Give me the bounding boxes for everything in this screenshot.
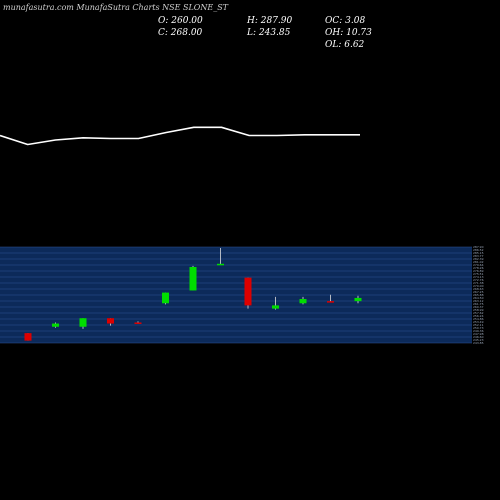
y-tick-label: 272.76: [473, 278, 484, 282]
stat-oh: OH: 10.73: [325, 28, 372, 38]
y-tick-label: 253.49: [473, 320, 484, 324]
candle-body: [327, 301, 334, 303]
y-tick-label: 260.37: [473, 305, 484, 309]
y-tick-label: 276.89: [473, 269, 484, 273]
y-tick-label: 252.11: [473, 323, 484, 327]
y-tick-label: 267.25: [473, 290, 484, 294]
y-tick-label: 254.86: [473, 317, 484, 321]
y-tick-label: 246.60: [473, 335, 484, 339]
y-tick-label: 264.50: [473, 296, 484, 300]
candlestick-band: 243.85245.23246.60247.98249.36250.73252.…: [0, 245, 484, 345]
stat-high: H: 287.90: [247, 16, 293, 26]
y-tick-label: 285.15: [473, 251, 484, 255]
y-tick-label: 268.63: [473, 287, 484, 291]
candle-body: [134, 322, 142, 324]
candle-body: [162, 292, 169, 304]
candlestick-chart: [24, 248, 362, 341]
y-tick-label: 287.90: [473, 245, 484, 249]
y-tick-label: 274.13: [473, 275, 484, 279]
candle-body: [24, 333, 32, 341]
y-tick-label: 283.77: [473, 254, 484, 258]
candle-body: [79, 318, 87, 327]
candle-body: [189, 266, 197, 291]
stat-close: C: 268.00: [158, 28, 203, 38]
y-tick-label: 279.64: [473, 263, 484, 267]
line-chart: [0, 126, 360, 146]
y-tick-label: 281.02: [473, 260, 484, 264]
y-tick-label: 275.51: [473, 272, 484, 276]
stat-open: O: 260.00: [158, 16, 203, 26]
stat-ol: OL: 6.62: [325, 40, 365, 50]
y-tick-label: 258.99: [473, 308, 484, 312]
y-tick-label: 263.12: [473, 299, 484, 303]
y-tick-label: 286.52: [473, 248, 484, 252]
y-tick-label: 282.39: [473, 257, 484, 261]
y-tick-label: 278.26: [473, 266, 484, 270]
stat-low: L: 243.85: [247, 28, 291, 38]
price-line: [0, 126, 360, 146]
candle-body: [272, 305, 279, 309]
candle-body: [107, 318, 114, 324]
y-tick-label: 270.00: [473, 284, 484, 288]
candle-body: [244, 277, 252, 306]
y-tick-label: 243.85: [473, 341, 484, 345]
y-tick-label: 257.62: [473, 311, 484, 315]
y-tick-label: 249.36: [473, 329, 484, 333]
y-tick-label: 265.88: [473, 293, 484, 297]
stat-oc: OC: 3.08: [325, 16, 366, 26]
candle-body: [354, 297, 362, 302]
y-tick-label: 247.98: [473, 332, 484, 336]
y-tick-label: 256.24: [473, 314, 484, 318]
y-tick-label: 250.73: [473, 326, 484, 330]
candle-body: [299, 299, 307, 304]
candle-body: [217, 263, 224, 266]
candle-body: [52, 323, 59, 327]
y-tick-label: 261.75: [473, 302, 484, 306]
chart-watermark: munafasutra.com MunafaSutra Charts NSE S…: [3, 3, 229, 12]
y-tick-label: 245.23: [473, 338, 484, 342]
y-tick-label: 271.38: [473, 281, 484, 285]
